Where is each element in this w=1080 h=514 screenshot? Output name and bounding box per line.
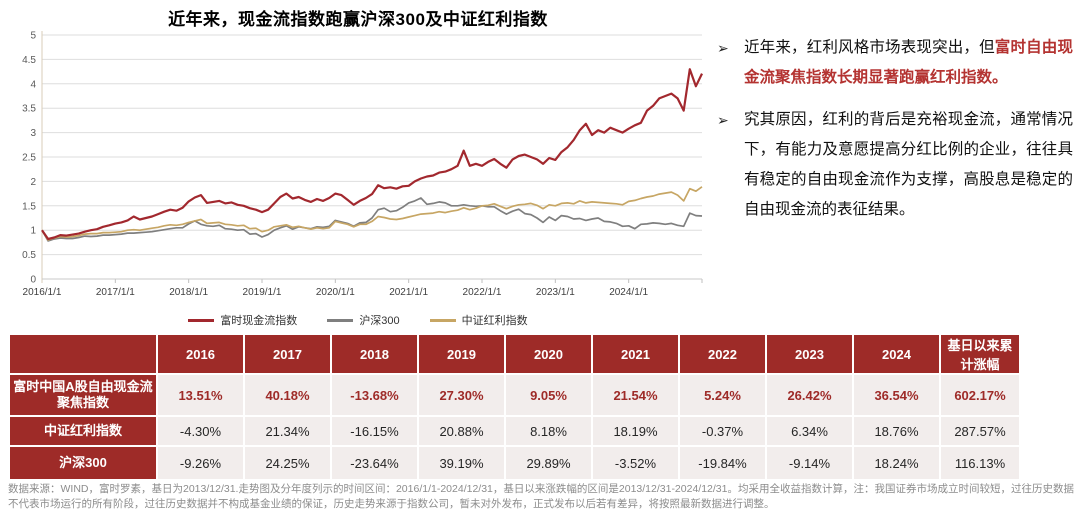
bullet-item-1: ➢ 近年来，红利风格市场表现突出，但富时自由现金流聚焦指数长期显著跑赢红利指数。: [717, 33, 1073, 93]
bullet-list: ➢ 近年来，红利风格市场表现突出，但富时自由现金流聚焦指数长期显著跑赢红利指数。 …: [717, 33, 1073, 237]
table-cell: 21.34%: [243, 415, 332, 447]
svg-text:1.5: 1.5: [22, 201, 36, 212]
svg-text:4.5: 4.5: [22, 55, 36, 66]
legend-label: 中证红利指数: [461, 315, 528, 327]
arrow-bullet-icon: ➢: [717, 40, 729, 56]
table-cell: -3.52%: [591, 445, 680, 481]
legend-item: 中证红利指数: [429, 312, 528, 328]
table-cell: 602.17%: [939, 373, 1021, 417]
table-cell: 18.76%: [852, 415, 941, 447]
table-cell: -9.26%: [156, 445, 245, 481]
svg-text:5: 5: [30, 31, 36, 42]
legend-item: 沪深300: [327, 312, 400, 328]
table-year-header: 2021: [591, 333, 680, 375]
performance-table: 2016 2017 2018 2019 2020 2021 2022 2023 2024 基日以来…: [8, 333, 1021, 481]
table-cell: 8.18%: [504, 415, 593, 447]
table-cell: -13.68%: [330, 373, 419, 417]
legend-swatch-icon: [327, 318, 354, 322]
table-cell: 39.19%: [417, 445, 506, 481]
bullet-text: 究其原因，红利的背后是充裕现金流，通常情况下，有能力及意愿提高分红比例的企业，往…: [744, 111, 1073, 218]
svg-text:2: 2: [30, 177, 36, 188]
table-cell: 21.54%: [591, 373, 680, 417]
svg-text:2020/1/1: 2020/1/1: [316, 287, 355, 298]
table-cell: 287.57%: [939, 415, 1021, 447]
chart-title: 近年来，现金流指数跑赢沪深300及中证红利指数: [168, 10, 548, 29]
table-row: 富时中国A股自由现金流聚焦指数 13.51% 40.18% -13.68% 27.30%…: [8, 373, 1021, 417]
table-cell: 20.88%: [417, 415, 506, 447]
svg-text:3: 3: [30, 128, 36, 139]
svg-text:2.5: 2.5: [22, 153, 36, 164]
legend-label: 富时现金流指数: [220, 315, 298, 327]
svg-text:1: 1: [30, 226, 36, 237]
table-row: 沪深300 -9.26% 24.25% -23.64% 39.19% 29.89% -3.5…: [8, 445, 1021, 481]
table-cell: 36.54%: [852, 373, 941, 417]
table-cell: 5.24%: [678, 373, 767, 417]
chart-legend: 富时现金流指数 沪深300 中证红利指数: [8, 312, 708, 328]
table-cell: 40.18%: [243, 373, 332, 417]
table-header-row: 2016 2017 2018 2019 2020 2021 2022 2023 2024 基日以来…: [8, 333, 1021, 375]
svg-text:2023/1/1: 2023/1/1: [536, 287, 575, 298]
legend-label: 沪深300: [359, 315, 400, 327]
table-cell: 6.34%: [765, 415, 854, 447]
table-row-label: 富时中国A股自由现金流聚焦指数: [8, 373, 158, 417]
table-row-label: 沪深300: [8, 445, 158, 481]
table-year-header: 2023: [765, 333, 854, 375]
table-cell: -19.84%: [678, 445, 767, 481]
table-cell: -16.15%: [330, 415, 419, 447]
svg-text:4: 4: [30, 79, 36, 90]
footnote: 数据来源：WIND，富时罗素，基日为2013/12/31.走势图及分年度列示的时…: [8, 483, 1074, 510]
table-cell: -4.30%: [156, 415, 245, 447]
table-year-header: 2018: [330, 333, 419, 375]
bullet-highlight-text: 富时自由现金流聚焦指数长期显著跑赢红利指数。: [744, 39, 1073, 86]
table-row: 中证红利指数 -4.30% 21.34% -16.15% 20.88% 8.18% 18.1…: [8, 415, 1021, 447]
legend-item: 富时现金流指数: [188, 312, 297, 328]
table-cell: 116.13%: [939, 445, 1021, 481]
bullet-item-2: ➢ 究其原因，红利的背后是充裕现金流，通常情况下，有能力及意愿提高分红比例的企业，…: [717, 105, 1073, 225]
table-row-label: 中证红利指数: [8, 415, 158, 447]
svg-text:2018/1/1: 2018/1/1: [169, 287, 208, 298]
svg-text:0.5: 0.5: [22, 250, 36, 261]
table-cell: 18.19%: [591, 415, 680, 447]
table-cell: 18.24%: [852, 445, 941, 481]
trend-chart: 0 0.5 1 1.5 2 2.5 3 3.5 4 4.5 5 2016/1/1 2017/1/1 201…: [22, 31, 703, 298]
bullet-text: 近年来，红利风格市场表现突出，但: [744, 39, 995, 56]
arrow-bullet-icon: ➢: [717, 112, 729, 128]
table-head: 2016 2017 2018 2019 2020 2021 2022 2023 2024 基日以来…: [8, 333, 1021, 375]
legend-swatch-icon: [188, 318, 215, 322]
svg-text:0: 0: [30, 275, 36, 286]
table-year-header: 2017: [243, 333, 332, 375]
table-cell: 9.05%: [504, 373, 593, 417]
table-cell: -0.37%: [678, 415, 767, 447]
table-cell: 26.42%: [765, 373, 854, 417]
table-year-header: 2019: [417, 333, 506, 375]
table-cell: -9.14%: [765, 445, 854, 481]
table-corner-cell: [8, 333, 158, 375]
table-year-header: 2020: [504, 333, 593, 375]
table-cell: 24.25%: [243, 445, 332, 481]
svg-text:2024/1/1: 2024/1/1: [609, 287, 648, 298]
svg-text:2016/1/1: 2016/1/1: [23, 287, 62, 298]
svg-text:2017/1/1: 2017/1/1: [96, 287, 135, 298]
table-cell: 13.51%: [156, 373, 245, 417]
table-cell: 29.89%: [504, 445, 593, 481]
svg-text:2021/1/1: 2021/1/1: [389, 287, 428, 298]
legend-swatch-icon: [429, 318, 456, 322]
table-body: 富时中国A股自由现金流聚焦指数 13.51% 40.18% -13.68% 27.30%…: [8, 373, 1021, 481]
svg-text:2022/1/1: 2022/1/1: [463, 287, 502, 298]
table-year-header: 2022: [678, 333, 767, 375]
table-year-header: 2024: [852, 333, 941, 375]
table-cell: -23.64%: [330, 445, 419, 481]
table-cell: 27.30%: [417, 373, 506, 417]
table-year-header: 2016: [156, 333, 245, 375]
svg-text:2019/1/1: 2019/1/1: [243, 287, 282, 298]
table-year-header: 基日以来累计涨幅: [939, 333, 1021, 375]
svg-text:3.5: 3.5: [22, 104, 36, 115]
